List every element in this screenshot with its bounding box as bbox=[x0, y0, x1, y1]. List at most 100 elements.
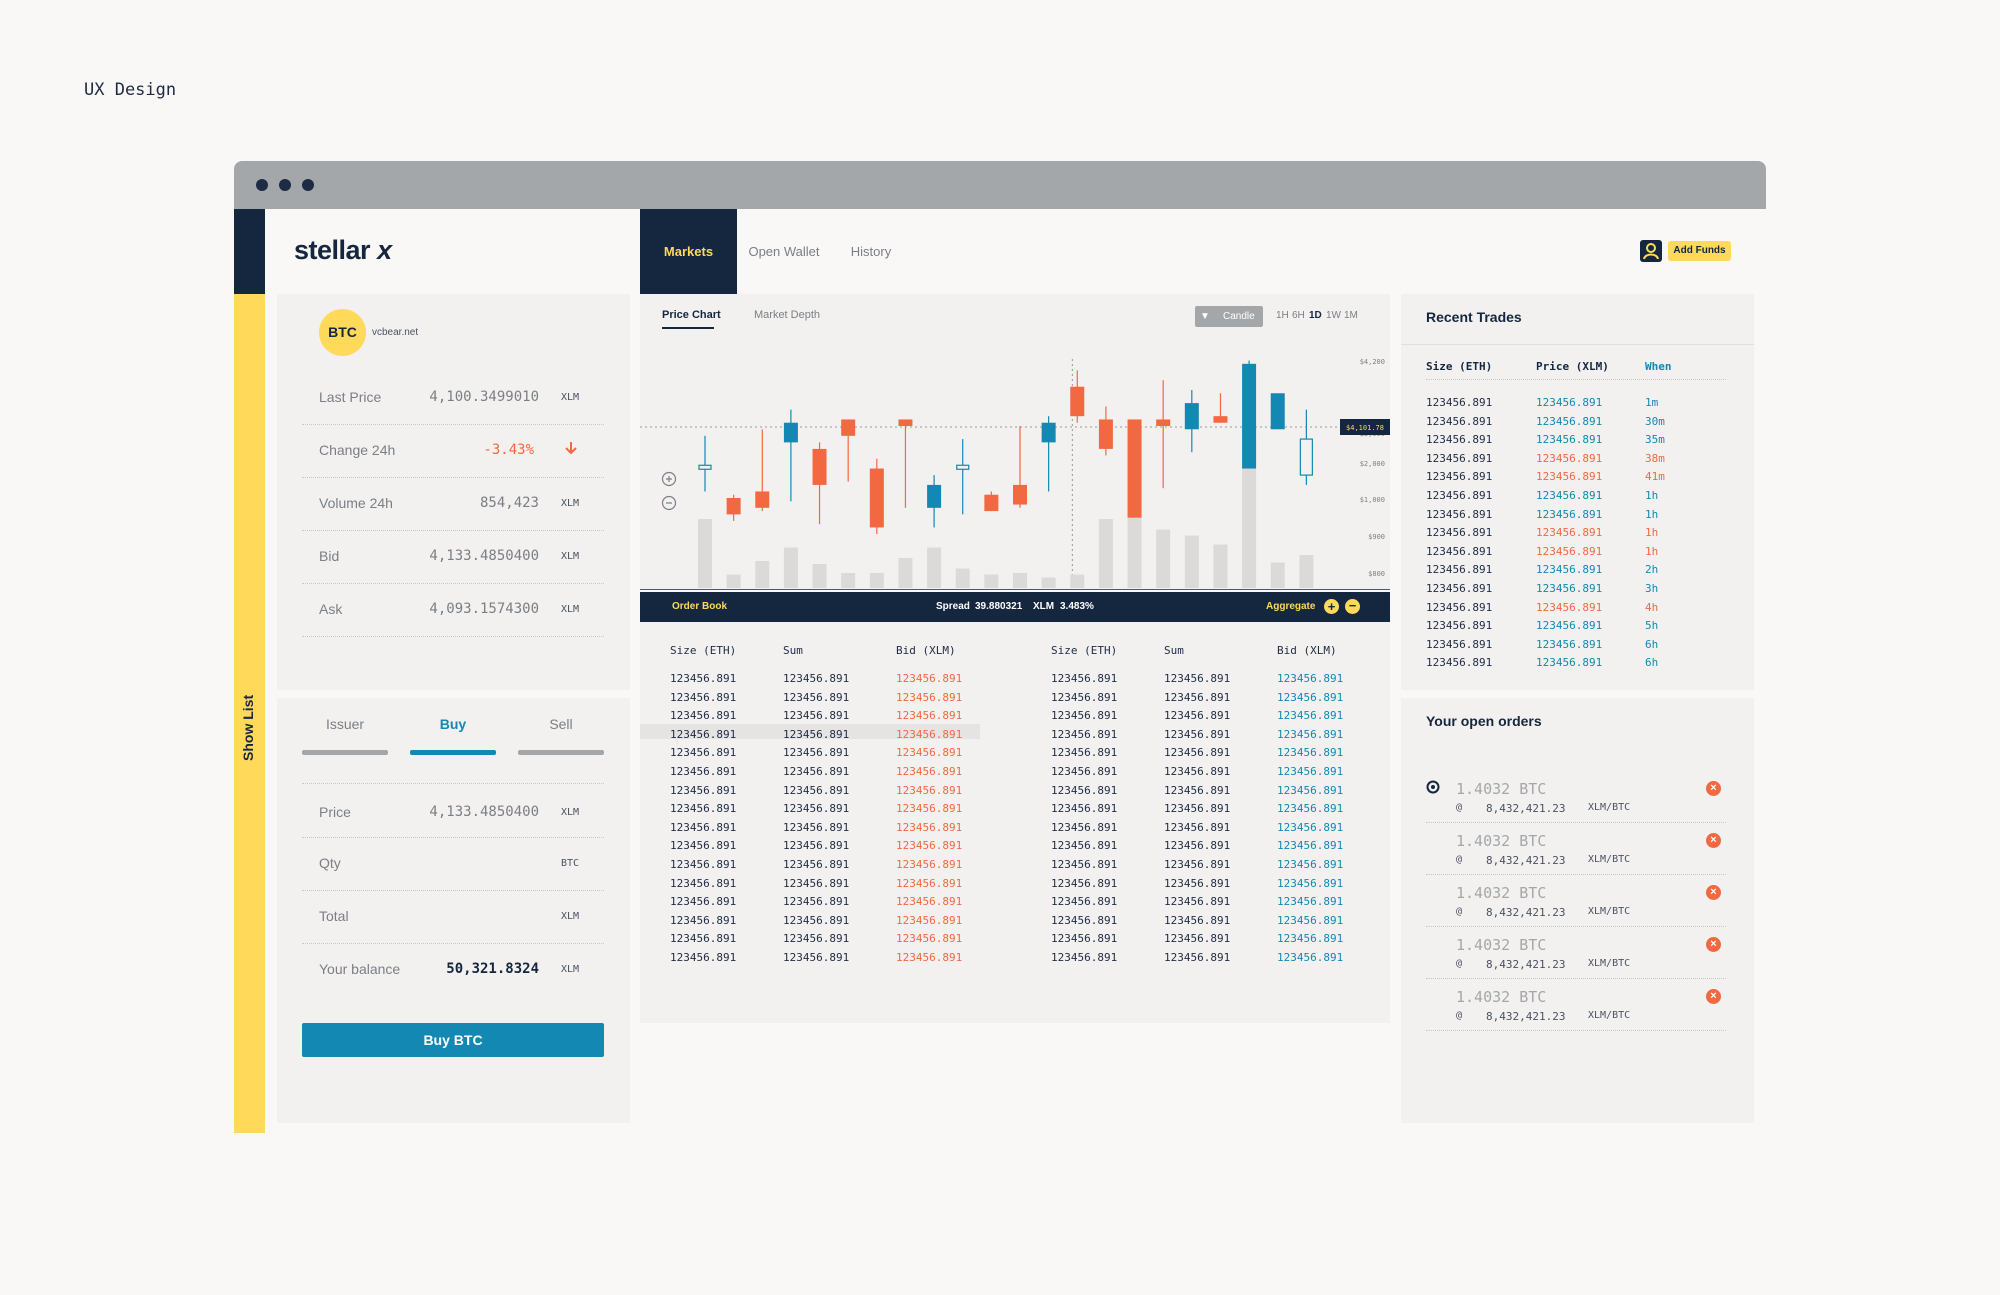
open-order-row[interactable]: 1.4032 BTC @8,432,421.23 XLM/BTC × bbox=[1426, 771, 1726, 823]
price-chart[interactable]: May 1May 2May 3May 4May 5May 6May 7May 8… bbox=[640, 294, 1390, 590]
nav-tab-history[interactable]: History bbox=[831, 209, 911, 294]
rt-when-cell: 2h bbox=[1645, 563, 1659, 577]
ob-left-sum-cell: 123456.891 bbox=[783, 932, 850, 946]
add-funds-button[interactable]: Add Funds bbox=[1668, 241, 1731, 261]
refresh-icon[interactable] bbox=[1426, 780, 1440, 794]
open-order-row[interactable]: 1.4032 BTC @8,432,421.23 XLM/BTC × bbox=[1426, 875, 1726, 927]
volume-bar bbox=[898, 558, 913, 588]
nav-tab-markets[interactable]: Markets bbox=[640, 209, 737, 294]
rt-size-cell: 123456.891 bbox=[1426, 433, 1493, 447]
tab-buy-indicator bbox=[410, 750, 496, 755]
rt-when-cell: 4h bbox=[1645, 600, 1659, 614]
highlighted-row bbox=[640, 723, 980, 739]
cancel-order-icon[interactable]: × bbox=[1706, 833, 1721, 848]
recent-trades-title: Recent Trades bbox=[1426, 309, 1522, 325]
brand-logo[interactable]: stellar x bbox=[294, 235, 392, 266]
cancel-order-icon[interactable]: × bbox=[1706, 937, 1721, 952]
timeframe-1h[interactable]: 1H bbox=[1276, 310, 1289, 321]
aggregate-decrease-icon[interactable]: − bbox=[1345, 599, 1360, 614]
order-pair: XLM/BTC bbox=[1588, 1010, 1631, 1021]
rt-when-cell: 1h bbox=[1645, 526, 1659, 540]
candle-body bbox=[1242, 363, 1257, 469]
balance-value: 50,321.8324 bbox=[446, 961, 539, 977]
cancel-order-icon[interactable]: × bbox=[1706, 781, 1721, 796]
ob-right-sum-cell: 123456.891 bbox=[1164, 690, 1231, 704]
candle-body bbox=[1156, 419, 1171, 426]
issuer-domain[interactable]: vcbear.net bbox=[372, 327, 419, 338]
ob-right-size-cell: 123456.891 bbox=[1051, 932, 1118, 946]
window-minimize-dot[interactable] bbox=[279, 179, 291, 191]
volume-bar bbox=[984, 574, 999, 588]
tab-market-depth[interactable]: Market Depth bbox=[754, 309, 821, 321]
field-label: Qty bbox=[319, 855, 341, 871]
at-symbol: @ bbox=[1456, 854, 1463, 865]
show-list-toggle[interactable]: Show List bbox=[236, 681, 266, 771]
buy-button[interactable]: Buy BTC bbox=[302, 1023, 604, 1057]
tab-buy[interactable]: Buy bbox=[439, 716, 467, 732]
timeframe-6h[interactable]: 6H bbox=[1292, 310, 1305, 321]
volume-bar bbox=[1242, 438, 1257, 588]
candle-body bbox=[755, 491, 770, 508]
tab-sell[interactable]: Sell bbox=[549, 716, 573, 732]
field-unit: XLM bbox=[560, 807, 579, 818]
order-price: 8,432,421.23 bbox=[1486, 854, 1566, 867]
row-unit: XLM bbox=[560, 392, 579, 403]
rt-size-cell: 123456.891 bbox=[1426, 489, 1493, 502]
ob-left-size-cell: 123456.891 bbox=[670, 820, 737, 834]
field-label: Price bbox=[319, 804, 351, 820]
aggregate-increase-icon[interactable]: + bbox=[1324, 599, 1339, 614]
open-order-row[interactable]: 1.4032 BTC @8,432,421.23 XLM/BTC × bbox=[1426, 823, 1726, 875]
ob-right-sum-cell: 123456.891 bbox=[1164, 895, 1231, 909]
order-book-rows: 123456.891 123456.891 123456.891 123456.891… bbox=[640, 161, 1390, 1123]
cancel-order-icon[interactable]: × bbox=[1706, 989, 1721, 1004]
y-tick-label: $800 bbox=[1368, 570, 1385, 578]
nav-tab-open-wallet[interactable]: Open Wallet bbox=[739, 209, 829, 294]
zoom-in-icon[interactable] bbox=[661, 471, 677, 487]
open-order-row[interactable]: 1.4032 BTC @8,432,421.23 XLM/BTC × bbox=[1426, 979, 1726, 1031]
sidebar-toggle[interactable] bbox=[234, 294, 265, 1133]
ob-right-header-size: Size (ETH) bbox=[1051, 644, 1118, 657]
window-maximize-dot[interactable] bbox=[302, 179, 314, 191]
tab-issuer[interactable]: Issuer bbox=[325, 716, 365, 732]
price-field[interactable]: Price 4,133.4850400 XLM bbox=[302, 783, 604, 838]
cancel-order-icon[interactable]: × bbox=[1706, 885, 1721, 900]
open-order-row[interactable]: 1.4032 BTC @8,432,421.23 XLM/BTC × bbox=[1426, 927, 1726, 979]
ob-right-size-cell: 123456.891 bbox=[1051, 913, 1118, 927]
order-price: 8,432,421.23 bbox=[1486, 906, 1566, 919]
ob-left-size-cell: 123456.891 bbox=[670, 709, 737, 723]
rt-size-cell: 123456.891 bbox=[1426, 544, 1493, 558]
qty-field[interactable]: Qty BTC bbox=[302, 838, 604, 891]
chart-type-dropdown[interactable]: ▼ Candle bbox=[1195, 306, 1263, 327]
row-unit: XLM bbox=[560, 551, 579, 562]
zoom-out-icon[interactable] bbox=[661, 495, 677, 511]
window-close-dot[interactable] bbox=[256, 179, 268, 191]
candle-body bbox=[956, 464, 970, 470]
timeframe-1d[interactable]: 1D bbox=[1309, 310, 1322, 321]
chevron-down-icon: ▼ bbox=[1200, 311, 1210, 322]
volume-bar bbox=[1184, 535, 1199, 588]
timeframe-1m[interactable]: 1M bbox=[1344, 310, 1358, 321]
timeframe-1w[interactable]: 1W bbox=[1326, 310, 1341, 321]
ob-left-bid-cell: 123456.891 bbox=[896, 895, 963, 909]
ob-left-sum-cell: 123456.891 bbox=[783, 765, 850, 778]
field-value: 4,133.4850400 bbox=[429, 804, 539, 820]
rt-size-cell: 123456.891 bbox=[1426, 526, 1493, 540]
user-account-icon[interactable] bbox=[1640, 240, 1662, 262]
tab-price-chart[interactable]: Price Chart bbox=[662, 309, 721, 321]
rt-when-cell: 1h bbox=[1645, 489, 1659, 502]
at-symbol: @ bbox=[1456, 802, 1463, 813]
rt-price-cell: 123456.891 bbox=[1536, 637, 1603, 651]
at-symbol: @ bbox=[1456, 958, 1463, 969]
ob-right-sum-cell: 123456.891 bbox=[1164, 672, 1231, 685]
ob-right-bid-cell: 123456.891 bbox=[1277, 802, 1344, 816]
ob-left-size-cell: 123456.891 bbox=[670, 876, 737, 890]
candle-body bbox=[898, 419, 913, 426]
total-field[interactable]: Total XLM bbox=[302, 891, 604, 944]
nav-tab-label: History bbox=[850, 244, 892, 259]
current-price-label: $4,101.78 bbox=[1346, 424, 1384, 432]
ob-right-bid-cell: 123456.891 bbox=[1277, 858, 1344, 871]
volume-bar bbox=[955, 568, 970, 588]
ob-right-bid-cell: 123456.891 bbox=[1277, 876, 1344, 890]
ticker-row-bid: Bid 4,133.4850400 XLM bbox=[302, 531, 604, 584]
rt-size-cell: 123456.891 bbox=[1426, 414, 1493, 428]
